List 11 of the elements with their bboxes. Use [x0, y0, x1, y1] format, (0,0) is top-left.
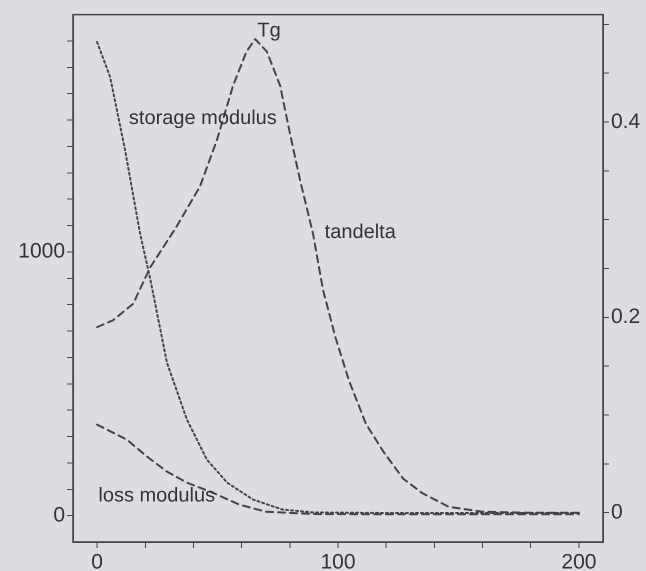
- series-label: loss modulus: [98, 484, 216, 507]
- annotation: Tg: [257, 19, 281, 42]
- y2-tick-label: 0: [611, 500, 623, 524]
- x-tick-label: 200: [561, 550, 596, 571]
- series-label: tandelta: [324, 220, 397, 243]
- series-label: storage modulus: [128, 107, 277, 130]
- y2-tick-label: 0.4: [611, 110, 641, 133]
- y-tick-label: 1000: [18, 240, 65, 263]
- y2-tick-label: 0.2: [611, 305, 640, 328]
- x-tick-label: 0: [91, 550, 103, 571]
- x-tick-label: 100: [320, 550, 356, 571]
